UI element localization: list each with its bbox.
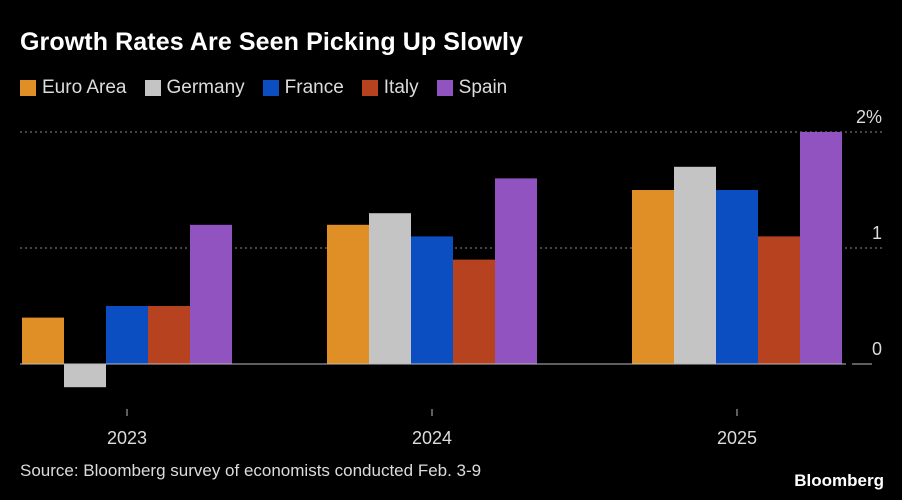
bar-germany-2025 xyxy=(674,166,716,364)
legend-label-italy: Italy xyxy=(383,77,419,98)
x-tick-label-2023: 2023 xyxy=(107,428,147,448)
bar-germany-2024 xyxy=(369,213,411,364)
chart-title: Growth Rates Are Seen Picking Up Slowly xyxy=(20,28,524,56)
bar-italy-2023 xyxy=(148,306,190,364)
bar-germany-2023 xyxy=(64,364,106,388)
bloomberg-logo: Bloomberg xyxy=(794,471,884,490)
bar-spain-2024 xyxy=(495,178,537,364)
bar-italy-2024 xyxy=(453,259,495,364)
legend-label-germany: Germany xyxy=(166,77,245,98)
legend-label-spain: Spain xyxy=(458,77,508,98)
legend-label-france: France xyxy=(284,77,344,98)
source-note: Source: Bloomberg survey of economists c… xyxy=(20,461,482,480)
y-tick-label-2: 2% xyxy=(856,107,882,127)
bar-euro-area-2023 xyxy=(22,317,64,364)
x-tick-label-2025: 2025 xyxy=(717,428,757,448)
legend-swatch-france xyxy=(262,80,279,96)
legend-label-euro-area: Euro Area xyxy=(42,77,127,98)
bar-france-2023 xyxy=(106,306,148,364)
y-tick-label-1: 1 xyxy=(872,223,882,243)
bar-france-2024 xyxy=(411,236,453,364)
legend-item-france: France xyxy=(262,77,344,99)
x-tick-label-2024: 2024 xyxy=(412,428,452,448)
legend-swatch-italy xyxy=(361,80,378,96)
bar-spain-2023 xyxy=(190,224,232,364)
legend-item-italy: Italy xyxy=(361,77,419,99)
legend-item-germany: Germany xyxy=(144,77,245,99)
y-tick-label-0: 0 xyxy=(872,339,882,359)
legend-swatch-euro-area xyxy=(20,80,36,96)
bar-spain-2025 xyxy=(800,132,842,364)
legend-item-euro-area: Euro Area xyxy=(20,77,127,99)
bar-france-2025 xyxy=(716,190,758,364)
bar-euro-area-2024 xyxy=(327,224,369,364)
chart-legend: Euro Area Germany France Italy Spain xyxy=(20,76,525,100)
legend-swatch-spain xyxy=(436,80,453,96)
bar-italy-2025 xyxy=(758,236,800,364)
bar-euro-area-2025 xyxy=(632,190,674,364)
legend-swatch-germany xyxy=(144,80,161,96)
legend-item-spain: Spain xyxy=(436,77,508,99)
